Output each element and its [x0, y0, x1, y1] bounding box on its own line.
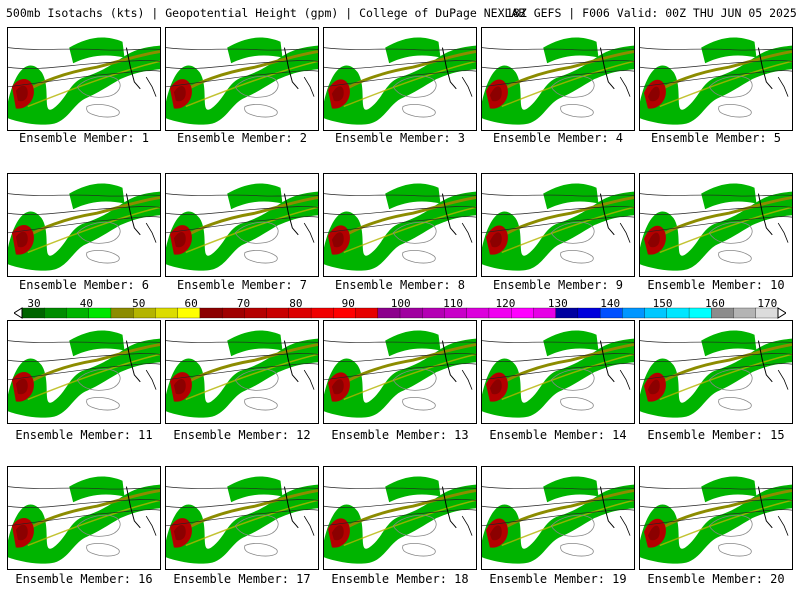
- colorbar: [14, 307, 786, 319]
- colorbar-swatch: [577, 307, 601, 319]
- ensemble-panel-6: [7, 173, 161, 277]
- ensemble-panel-16: [7, 466, 161, 570]
- ensemble-panel-7: [165, 173, 319, 277]
- ensemble-member-label: Ensemble Member: 17: [173, 572, 311, 586]
- ensemble-member-label: Ensemble Member: 10: [647, 278, 785, 292]
- ensemble-member-label: Ensemble Member: 3: [334, 131, 466, 145]
- map-title: 500mb Isotachs (kts) | Geopotential Heig…: [6, 6, 797, 20]
- ensemble-member-label: Ensemble Member: 2: [176, 131, 308, 145]
- ensemble-panel-17: [165, 466, 319, 570]
- colorbar-right-arrow: [777, 307, 786, 319]
- ensemble-member-label: Ensemble Member: 8: [334, 278, 466, 292]
- colorbar-tick-label: 70: [236, 297, 251, 310]
- colorbar-tick-label: 30: [27, 297, 41, 310]
- ensemble-panel-11: [7, 320, 161, 424]
- title-right: 18Z GEFS | F006 Valid: 00Z THU JUN 05 20…: [506, 6, 797, 20]
- colorbar-tick-label: 40: [79, 297, 93, 310]
- ensemble-panel-12: [165, 320, 319, 424]
- ensemble-panel-20: [639, 466, 793, 570]
- colorbar-tick-label: 140: [600, 297, 621, 310]
- colorbar-swatch: [355, 307, 379, 319]
- ensemble-panel-9: [481, 173, 635, 277]
- ensemble-panel-13: [323, 320, 477, 424]
- ensemble-panel-19: [481, 466, 635, 570]
- colorbar-tick-label: 90: [341, 297, 355, 310]
- ensemble-panel-1: [7, 27, 161, 131]
- ensemble-panel-4: [481, 27, 635, 131]
- colorbar-swatch: [110, 307, 134, 319]
- ensemble-member-label: Ensemble Member: 14: [489, 428, 627, 442]
- ensemble-panel-8: [323, 173, 477, 277]
- colorbar-tick-label: 150: [652, 297, 673, 310]
- colorbar-tick-label: 120: [495, 297, 516, 310]
- ensemble-member-label: Ensemble Member: 15: [647, 428, 785, 442]
- ensemble-member-label: Ensemble Member: 1: [18, 131, 150, 145]
- colorbar-tick-label: 170: [757, 297, 778, 310]
- colorbar-tick-label: 50: [132, 297, 146, 310]
- ensemble-panel-5: [639, 27, 793, 131]
- ensemble-member-label: Ensemble Member: 13: [331, 428, 469, 442]
- ensemble-panel-10: [639, 173, 793, 277]
- ensemble-member-label: Ensemble Member: 18: [331, 572, 469, 586]
- colorbar-swatch: [422, 307, 445, 319]
- colorbar-tick-label: 100: [390, 297, 411, 310]
- ensemble-member-label: Ensemble Member: 5: [650, 131, 782, 145]
- colorbar-swatch: [310, 307, 334, 319]
- ensemble-member-label: Ensemble Member: 12: [173, 428, 311, 442]
- colorbar-left-arrow: [14, 307, 23, 319]
- colorbar-tick-label: 60: [184, 297, 198, 310]
- ensemble-member-label: Ensemble Member: 9: [492, 278, 624, 292]
- colorbar-tick-label: 80: [289, 297, 303, 310]
- colorbar-tick-label: 110: [443, 297, 463, 310]
- ensemble-member-label: Ensemble Member: 20: [647, 572, 785, 586]
- colorbar-swatch: [44, 307, 67, 319]
- ensemble-member-label: Ensemble Member: 7: [176, 278, 308, 292]
- colorbar-swatch: [466, 307, 490, 319]
- ensemble-panel-14: [481, 320, 635, 424]
- ensemble-panel-18: [323, 466, 477, 570]
- colorbar-swatch: [199, 307, 223, 319]
- title-left: 500mb Isotachs (kts) | Geopotential Heig…: [6, 6, 526, 20]
- colorbar-swatch: [266, 307, 290, 319]
- ensemble-panel-15: [639, 320, 793, 424]
- ensemble-member-label: Ensemble Member: 4: [492, 131, 624, 145]
- ensemble-member-label: Ensemble Member: 6: [18, 278, 150, 292]
- ensemble-member-label: Ensemble Member: 11: [15, 428, 153, 442]
- colorbar-swatch: [733, 307, 757, 319]
- ensemble-member-label: Ensemble Member: 16: [15, 572, 153, 586]
- ensemble-panel-3: [323, 27, 477, 131]
- colorbar-swatch: [622, 307, 646, 319]
- colorbar-tick-label: 130: [547, 297, 568, 310]
- ensemble-panel-2: [165, 27, 319, 131]
- ensemble-member-label: Ensemble Member: 19: [489, 572, 627, 586]
- colorbar-swatch: [155, 307, 179, 319]
- colorbar-tick-label: 160: [705, 297, 725, 310]
